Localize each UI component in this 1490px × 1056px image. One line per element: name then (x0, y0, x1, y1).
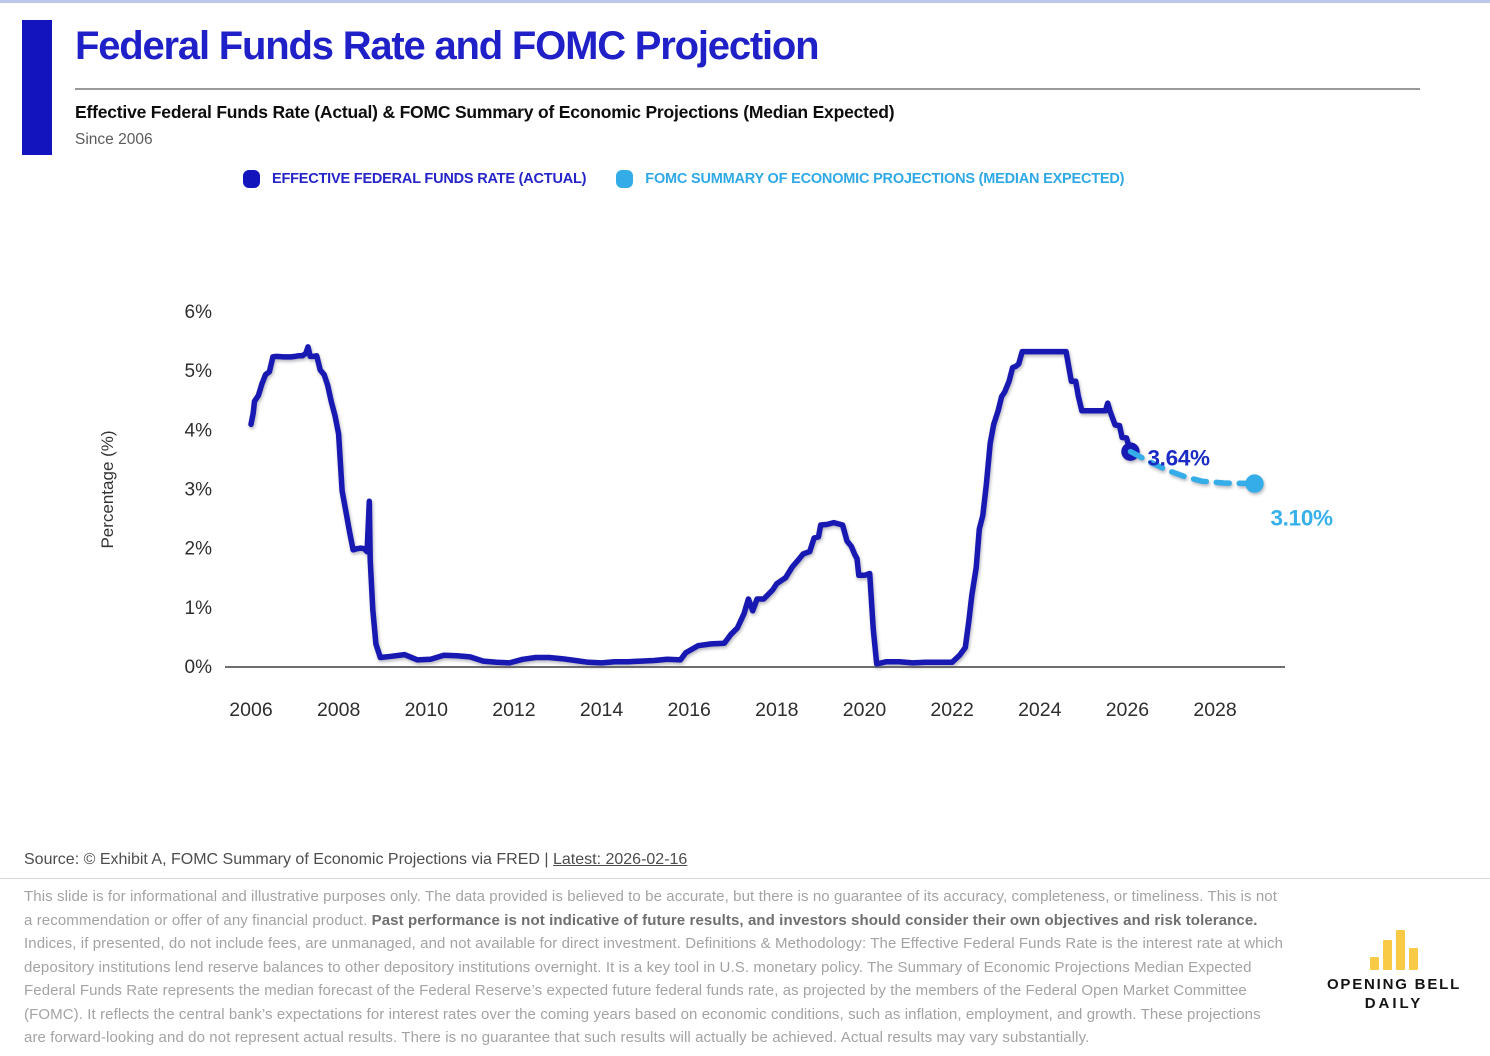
footer-divider (0, 878, 1490, 879)
y-tick-label: 3% (185, 480, 213, 501)
chart-canvas: 0% 1% 2% 3% 4% 5% 6% Percentage (%) 2006 2008 2010… (98, 302, 1333, 721)
logo-bar (1383, 940, 1392, 970)
source-text: Source: © Exhibit A, FOMC Summary of Eco… (24, 851, 553, 868)
y-tick-label: 2% (185, 539, 213, 560)
y-tick-label: 5% (185, 361, 213, 382)
source-line: Source: © Exhibit A, FOMC Summary of Eco… (24, 851, 687, 869)
disclaimer-run: Indices, if presented, do not include fe… (24, 935, 1284, 1046)
legend-item-actual: EFFECTIVE FEDERAL FUNDS RATE (ACTUAL) (243, 170, 586, 188)
opening-bell-daily-logo: OPENING BELL DAILY (1320, 928, 1468, 1012)
title-divider (75, 88, 1420, 90)
x-tick-label: 2020 (843, 699, 887, 721)
projection-line (1127, 448, 1258, 487)
y-tick-label: 0% (185, 657, 213, 678)
y-tick-label: 6% (185, 302, 213, 323)
title-accent-bar (22, 20, 52, 155)
legend-swatch-projection-icon (616, 170, 634, 188)
y-axis-title: Percentage (%) (98, 430, 117, 548)
value-annotation: 3.64% (1147, 446, 1210, 471)
disclaimer-bold-run: Past performance is not indicative of fu… (371, 911, 1258, 929)
projection-end-dot (1245, 474, 1264, 493)
x-tick-label: 2016 (668, 699, 711, 721)
disclaimer-run: This slide is for informational and illu… (24, 888, 1277, 929)
logo-line2: DAILY (1364, 995, 1424, 1012)
series-group (248, 344, 1264, 667)
chart-period-label: Since 2006 (75, 131, 153, 148)
x-tick-label: 2010 (405, 699, 449, 721)
chart-subtitle: Effective Federal Funds Rate (Actual) & … (75, 102, 895, 122)
bar-chart-logo-icon (1320, 928, 1468, 970)
x-tick-label: 2024 (1018, 699, 1062, 721)
y-tick-label: 1% (185, 598, 213, 619)
actual-rate-line (248, 344, 1134, 667)
fed-funds-rate-chart: 0% 1% 2% 3% 4% 5% 6% Percentage (%) 2006 2008 2010… (0, 280, 1490, 750)
x-tick-label: 2028 (1193, 699, 1236, 721)
y-tick-label: 4% (185, 420, 213, 441)
legend-label-projection: FOMC SUMMARY OF ECONOMIC PROJECTIONS (ME… (645, 171, 1125, 187)
value-annotation: 3.10% (1270, 506, 1333, 531)
legend-item-projection: FOMC SUMMARY OF ECONOMIC PROJECTIONS (ME… (616, 170, 1124, 188)
logo-bar (1396, 930, 1405, 970)
x-tick-label: 2014 (580, 699, 624, 721)
legend-label-actual: EFFECTIVE FEDERAL FUNDS RATE (ACTUAL) (272, 171, 587, 187)
latest-date-link[interactable]: Latest: 2026-02-16 (553, 851, 688, 868)
x-tick-label: 2018 (755, 699, 798, 721)
x-tick-label: 2026 (1106, 699, 1149, 721)
x-tick-label: 2008 (317, 699, 360, 721)
legend-swatch-actual-icon (243, 170, 260, 188)
logo-bar (1370, 957, 1379, 970)
x-tick-label: 2012 (492, 699, 535, 721)
logo-bar (1409, 948, 1418, 970)
logo-line1: OPENING BELL (1326, 976, 1462, 993)
x-tick-label: 2022 (930, 699, 973, 721)
chart-legend: EFFECTIVE FEDERAL FUNDS RATE (ACTUAL) FO… (243, 170, 1124, 188)
top-accent-rule (0, 0, 1490, 3)
disclaimer-text: This slide is for informational and illu… (24, 885, 1286, 1050)
x-tick-label: 2006 (229, 699, 272, 721)
page-title: Federal Funds Rate and FOMC Projection (75, 24, 820, 68)
